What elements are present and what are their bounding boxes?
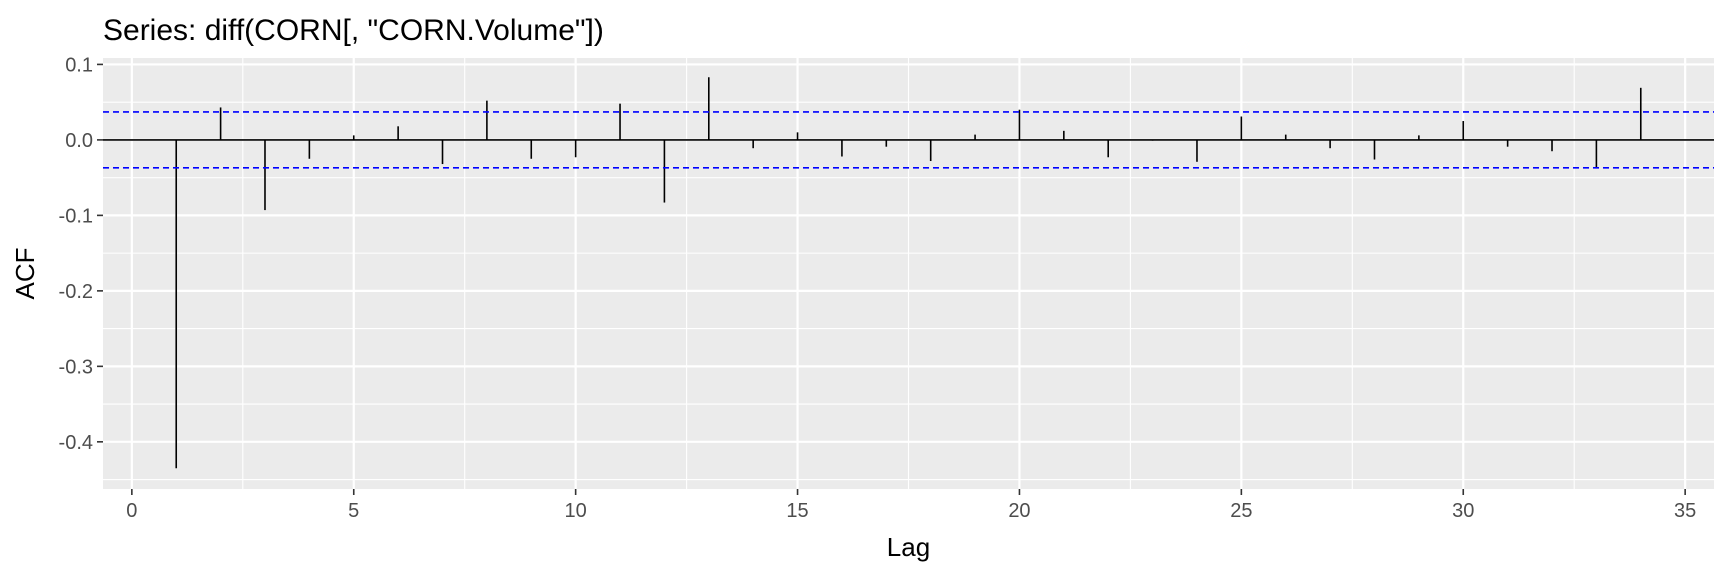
x-tick-label: 25: [1230, 500, 1252, 522]
x-tick-label: 20: [1008, 500, 1030, 522]
x-tick-label: 5: [348, 500, 359, 522]
x-tick-label: 15: [786, 500, 808, 522]
minor-gridlines: [103, 58, 1714, 489]
x-axis: 0 5 10 15 20 25 30 35: [126, 489, 1696, 522]
x-tick-label: 0: [126, 500, 137, 522]
y-axis: 0.1 0.0 -0.1 -0.2 -0.3 -0.4: [59, 54, 103, 454]
x-axis-title: Lag: [887, 532, 930, 562]
y-tick-label: -0.2: [59, 281, 93, 303]
y-tick-label: 0.0: [65, 130, 93, 152]
x-tick-label: 30: [1452, 500, 1474, 522]
x-tick-label: 10: [565, 500, 587, 522]
y-tick-label: -0.1: [59, 205, 93, 227]
y-tick-label: -0.4: [59, 432, 93, 454]
major-gridlines: [103, 58, 1714, 489]
chart-title: Series: diff(CORN[, "CORN.Volume"]): [103, 14, 604, 47]
y-axis-title: ACF: [10, 248, 40, 300]
confidence-bounds: [103, 111, 1714, 169]
y-tick-label: -0.3: [59, 356, 93, 378]
y-tick-label: 0.1: [65, 54, 93, 76]
acf-bars: [103, 77, 1714, 469]
x-tick-label: 35: [1674, 500, 1696, 522]
